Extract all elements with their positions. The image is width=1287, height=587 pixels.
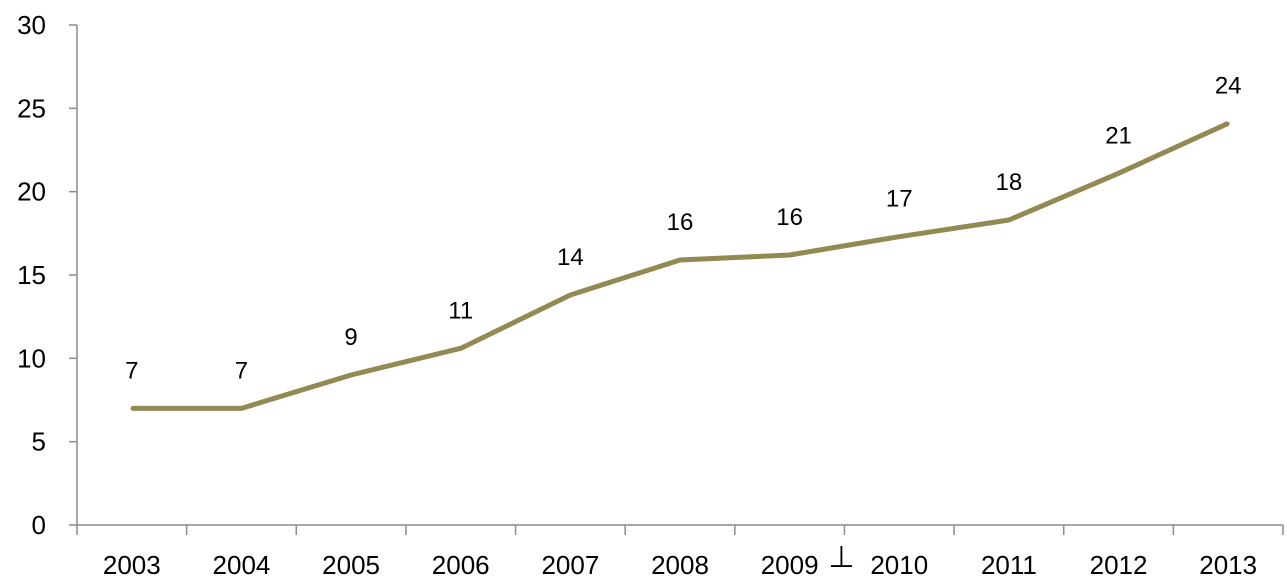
- x-tick-label-2010: 2010: [870, 550, 928, 580]
- data-point-2008: [678, 258, 682, 262]
- data-label-layer: 7 7 9 11 14 16 16 17 18 21 24: [125, 72, 1241, 384]
- x-tick-label-2008: 2008: [651, 550, 709, 580]
- data-point-2004: [239, 406, 243, 410]
- x-tick-label-2005: 2005: [322, 550, 380, 580]
- x-tick-label-2009: 2009: [761, 550, 819, 580]
- data-point-2006: [459, 346, 463, 350]
- data-point-2012: [1117, 171, 1121, 175]
- x-tick-label-2004: 2004: [213, 550, 271, 580]
- x-tick-label-2011: 2011: [981, 550, 1037, 580]
- axis-break-marker: ⊥: [828, 541, 854, 574]
- y-axis: 0 5 10 15 20 25 30: [17, 10, 78, 540]
- series-layer: [130, 121, 1230, 411]
- x-tick-label-2013: 2013: [1199, 550, 1257, 580]
- annotation-layer: ⊥: [828, 541, 854, 574]
- series-line: [131, 121, 1230, 411]
- y-tick-label: 25: [17, 93, 46, 123]
- data-label-2005: 9: [344, 324, 357, 351]
- x-tick-label-2012: 2012: [1090, 550, 1148, 580]
- y-tick-label: 0: [32, 510, 46, 540]
- y-tick-label: 15: [17, 260, 46, 290]
- y-tick-label: 10: [17, 343, 46, 373]
- data-point-2011: [1007, 218, 1011, 222]
- data-point-2009: [788, 253, 792, 257]
- data-label-2013: 24: [1215, 72, 1242, 99]
- data-label-2006: 11: [448, 297, 473, 324]
- data-point-2005: [349, 373, 353, 377]
- data-point-2003: [130, 406, 134, 410]
- y-tick-label: 5: [32, 427, 46, 457]
- x-axis: 2003 2004 2005 2006 2007 2008 2009 2010 2011 2012…: [76, 524, 1284, 580]
- data-label-2008: 16: [667, 209, 694, 236]
- data-point-2013: [1226, 121, 1230, 125]
- data-label-2003: 7: [125, 357, 138, 384]
- data-label-2004: 7: [235, 357, 248, 384]
- data-label-2011: 18: [996, 169, 1023, 196]
- data-point-2007: [568, 293, 572, 297]
- data-label-2010: 17: [886, 186, 913, 213]
- data-point-2010: [897, 235, 901, 239]
- data-label-2012: 21: [1105, 122, 1132, 149]
- x-tick-label-2006: 2006: [432, 550, 490, 580]
- y-tick-label: 30: [17, 10, 46, 40]
- y-tick-label: 20: [17, 177, 46, 207]
- data-label-2009: 16: [776, 204, 803, 231]
- x-tick-label-2007: 2007: [541, 550, 599, 580]
- data-label-2007: 14: [557, 244, 584, 271]
- x-tick-label-2003: 2003: [103, 550, 161, 580]
